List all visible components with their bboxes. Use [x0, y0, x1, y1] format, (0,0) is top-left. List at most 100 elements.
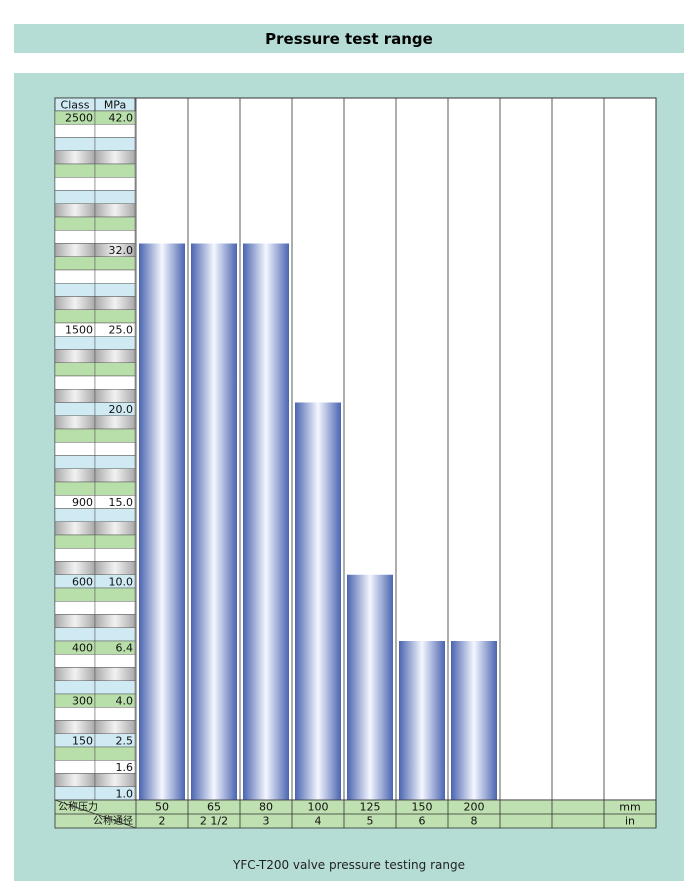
category-in-5: 6 [419, 815, 426, 828]
mpa-tick-label: 1.6 [116, 761, 134, 774]
scale-row-mpa-cell [94, 415, 136, 430]
mpa-tick-label: 4.0 [116, 695, 134, 708]
category-in-1: 2 1/2 [200, 815, 228, 828]
scale-row-mpa-cell [94, 230, 136, 244]
scale-row-mpa-cell [94, 746, 136, 761]
scale-row-mpa-cell [94, 283, 136, 297]
scale-row-mpa-cell [94, 124, 136, 138]
class-tick-label: 400 [72, 642, 93, 655]
scale-row-mpa-cell [94, 601, 136, 615]
mpa-tick-label: 2.5 [116, 734, 134, 747]
scale-row-mpa-cell [94, 163, 136, 178]
scale-row-class-cell [54, 707, 96, 721]
bar-80 [243, 243, 289, 800]
mpa-tick-label: 10.0 [109, 575, 134, 588]
scale-row-mpa-cell [94, 468, 136, 483]
scale-row-class-cell [54, 746, 96, 761]
bar-125 [347, 574, 393, 800]
scale-row-class-cell [54, 561, 96, 575]
scale-row-mpa-cell [94, 150, 136, 165]
category-mm-100: 100 [308, 801, 329, 814]
scale-row-class-cell [54, 137, 96, 151]
page-title: Pressure test range [265, 29, 433, 48]
bar-150 [399, 641, 445, 800]
scale-row-class-cell [54, 203, 96, 218]
scale-row-class-cell [54, 256, 96, 271]
scale-row-class-cell [54, 481, 96, 496]
mpa-tick-label: 20.0 [109, 403, 134, 416]
scale-row-class-cell [54, 349, 96, 363]
scale-row-mpa-cell [94, 216, 136, 231]
scale-row-mpa-cell [94, 548, 136, 562]
scale-row-class-cell [54, 548, 96, 562]
scale-row-mpa-cell [94, 720, 136, 734]
scale-row-mpa-cell [94, 137, 136, 151]
scale-row-class-cell [54, 296, 96, 310]
scale-row-class-cell [54, 534, 96, 549]
diagonal-divider [54, 799, 137, 829]
scale-row-class-cell [54, 468, 96, 483]
scale-row-mpa-cell [94, 256, 136, 271]
scale-row-mpa-cell [94, 362, 136, 377]
scale-row-class-cell [54, 283, 96, 297]
scale-row-mpa-cell [94, 707, 136, 721]
mpa-header: MPa [104, 99, 126, 112]
class-tick-label: 150 [72, 734, 93, 747]
scale-row-class-cell [54, 601, 96, 615]
scale-row-class-cell [54, 428, 96, 443]
mpa-tick-label: 1.0 [116, 787, 134, 800]
scale-row-mpa-cell [94, 375, 136, 390]
bar-65 [191, 243, 237, 800]
nominal-diameter-label: 公称通径 [93, 814, 133, 827]
scale-row-mpa-cell [94, 428, 136, 443]
scale-row-mpa-cell [94, 561, 136, 575]
mpa-tick-label: 6.4 [116, 642, 134, 655]
nominal-pressure-label: 公称压力 [58, 800, 98, 813]
scale-row-mpa-cell [94, 587, 136, 602]
scale-row-mpa-cell [94, 627, 136, 642]
scale-row-mpa-cell [94, 190, 136, 204]
category-mm-80: 80 [259, 801, 273, 814]
category-mm-150: 150 [412, 801, 433, 814]
scale-row-mpa-cell [94, 680, 136, 695]
scale-row-class-cell [54, 309, 96, 324]
scale-row-class-cell [54, 336, 96, 350]
scale-row-class-cell [54, 415, 96, 430]
mpa-tick-label: 15.0 [109, 496, 134, 509]
scale-row-mpa-cell [94, 508, 136, 522]
scale-row-class-cell [54, 667, 96, 681]
scale-row-mpa-cell [94, 481, 136, 496]
bar-100 [295, 402, 341, 800]
class-tick-label: 600 [72, 575, 93, 588]
scale-row-class-cell [54, 362, 96, 377]
category-mm-50: 50 [155, 801, 169, 814]
scale-row-mpa-cell [94, 203, 136, 218]
scale-row-mpa-cell [94, 534, 136, 549]
class-tick-label: 900 [72, 496, 93, 509]
scale-row-class-cell [54, 402, 96, 416]
category-in-3: 4 [315, 815, 322, 828]
scale-row-class-cell [54, 508, 96, 522]
scale-row-class-cell [54, 190, 96, 204]
scale-row-class-cell [54, 163, 96, 178]
scale-row-mpa-cell [94, 442, 136, 456]
scale-row-class-cell [54, 177, 96, 191]
scale-row-class-cell [54, 243, 96, 257]
scale-row-class-cell [54, 627, 96, 642]
scale-row-mpa-cell [94, 336, 136, 350]
scale-row-class-cell [54, 124, 96, 138]
class-tick-label: 300 [72, 695, 93, 708]
scale-row-mpa-cell [94, 455, 136, 469]
scale-row-class-cell [54, 760, 96, 774]
scale-row-class-cell [54, 375, 96, 390]
class-tick-label: 1500 [65, 324, 93, 337]
bar-50 [139, 243, 185, 800]
scale-row-class-cell [54, 614, 96, 628]
scale-row-mpa-cell [94, 309, 136, 324]
chart-panel: Class MPa 2500 42.0 32.0 1500 25.0 20.0 900 15.0 6… [14, 73, 684, 881]
scale-row-class-cell [54, 389, 96, 403]
scale-row-class-cell [54, 216, 96, 231]
scale-row-mpa-cell [94, 177, 136, 191]
category-mm-200: 200 [464, 801, 485, 814]
chart-caption: YFC-T200 valve pressure testing range [233, 858, 465, 872]
